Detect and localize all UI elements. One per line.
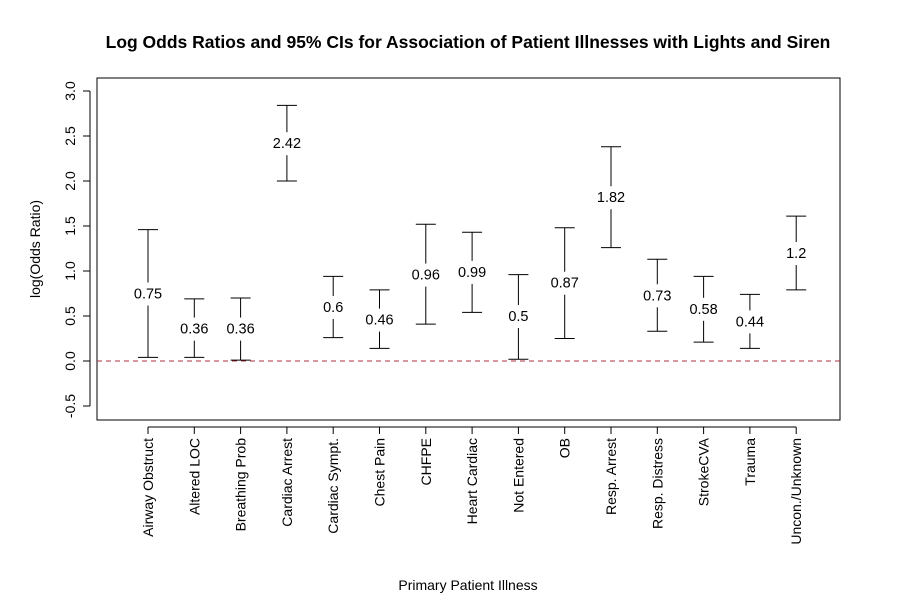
plot-frame [96,77,841,421]
estimate-label: 1.2 [786,246,806,262]
ci-bar: 0.36 [180,298,208,358]
estimate-label: 0.87 [551,276,579,292]
estimate-label: 0.44 [736,314,764,330]
x-tick-label: Not Entered [510,438,526,513]
x-tick-label: StrokeCVA [696,437,712,506]
chart-title: Log Odds Ratios and 95% CIs for Associat… [106,32,831,52]
ci-bar: 0.75 [134,229,162,358]
y-axis-label: log(Odds Ratio) [27,200,43,298]
y-tick-label: 2.5 [62,126,78,146]
x-tick-label: Heart Cardiac [464,438,480,524]
ci-bar: 1.2 [786,215,806,291]
confidence-intervals: 0.75 0.36 0.36 2.42 0.6 0.46 0.96 0.99 0.5 0.87 1.… [134,104,806,361]
x-tick-label: Airway Obstruct [140,438,156,537]
estimate-label: 0.58 [689,302,717,318]
x-axis-label: Primary Patient Illness [398,577,537,593]
ci-bar: 0.58 [689,275,718,343]
estimate-label: 0.46 [365,313,393,329]
estimate-label: 0.96 [412,268,440,284]
ci-bar: 2.42 [273,104,301,182]
ci-bar: 0.73 [643,258,671,332]
estimate-label: 0.6 [323,300,343,316]
estimate-label: 0.73 [643,288,671,304]
x-tick-label: Trauma [742,438,758,486]
y-tick-label: 0.0 [62,351,78,371]
estimate-label: 2.42 [273,136,301,152]
ci-bar: 0.44 [736,293,764,349]
x-tick-label: OB [557,438,573,458]
x-tick-label: Chest Pain [372,438,388,506]
y-tick-label: 1.5 [62,216,78,236]
x-tick-label: Cardiac Sympt. [325,438,341,534]
y-tick-label: 2.0 [62,171,78,191]
x-tick-label: CHFPE [418,438,434,485]
x-tick-label: Altered LOC [186,438,202,515]
x-tick-label: Breathing Prob [233,438,249,532]
ci-bar: 0.96 [412,223,440,325]
y-tick-label: 0.5 [62,306,78,326]
estimate-label: 0.36 [226,322,254,338]
ci-bar: 0.46 [365,289,394,349]
ci-bar: 0.36 [226,297,255,361]
estimate-label: 0.99 [458,265,486,281]
x-axis: Airway Obstruct Altered LOC Breathing Prob… [140,426,804,545]
y-axis: -0.5 0.0 0.5 1.0 1.5 2.0 2.5 3.0 [62,81,91,418]
x-tick-label: Resp. Distress [649,438,665,529]
estimate-label: 0.75 [134,287,162,303]
x-tick-label: Cardiac Arrest [279,438,295,527]
estimate-label: 0.36 [180,322,208,338]
estimate-label: 1.82 [597,190,625,206]
ci-bar: 0.5 [508,274,528,360]
y-tick-label: 3.0 [62,81,78,101]
ci-bar: 0.87 [551,227,579,339]
y-tick-label: -0.5 [62,394,78,418]
x-tick-label: Resp. Arrest [603,438,619,515]
y-tick-label: 1.0 [62,261,78,281]
estimate-label: 0.5 [508,309,528,325]
ci-bar: 0.99 [458,231,486,313]
ci-bar: 0.6 [323,275,343,339]
x-tick-label: Uncon./Unknown [788,438,804,545]
ci-bar: 1.82 [597,146,625,249]
